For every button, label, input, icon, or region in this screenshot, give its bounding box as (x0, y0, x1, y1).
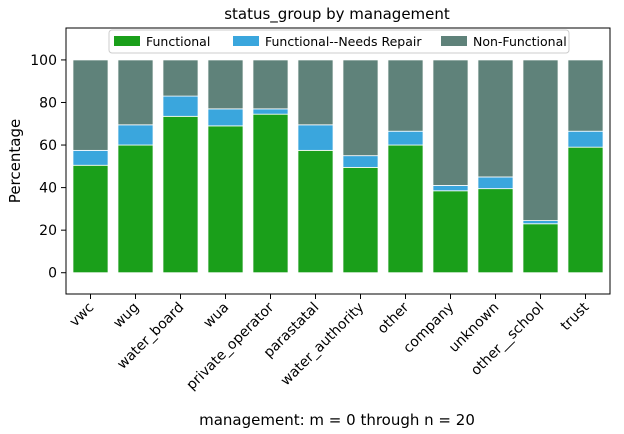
y-tick-label: 40 (39, 181, 57, 197)
bar-needs-repair (117, 124, 154, 146)
bar-needs-repair (252, 108, 289, 115)
bar-non-functional (387, 59, 424, 132)
x-tick-label: trust (558, 299, 593, 334)
bar-functional (387, 144, 424, 274)
legend-swatch (441, 36, 467, 46)
bar-needs-repair (162, 95, 199, 117)
bar-functional (117, 144, 154, 274)
y-axis-label: Percentage (6, 119, 24, 203)
bar-needs-repair (72, 149, 109, 166)
bar-functional (72, 164, 109, 274)
bar-functional (207, 125, 244, 274)
bar-non-functional (252, 59, 289, 110)
legend-swatch (114, 36, 140, 46)
x-tick-label: water_authority (278, 300, 368, 390)
bar-non-functional (162, 59, 199, 97)
plot-area (65, 27, 611, 295)
bar-needs-repair (567, 130, 604, 148)
bar-non-functional (117, 59, 154, 126)
bar-needs-repair (522, 220, 559, 225)
bar-needs-repair (342, 155, 379, 168)
legend-label: Non-Functional (473, 34, 567, 49)
legend-box (108, 29, 570, 54)
bar-needs-repair (432, 185, 469, 192)
bar-needs-repair (297, 124, 334, 151)
bar-functional (342, 166, 379, 274)
bar-functional (297, 149, 334, 274)
bar-functional (252, 113, 289, 274)
bar-non-functional (567, 59, 604, 132)
bar-functional (522, 223, 559, 274)
bar-non-functional (297, 59, 334, 126)
bar-non-functional (522, 59, 559, 221)
x-axis-label: management: m = 0 through n = 20 (199, 411, 475, 429)
bar-functional (432, 190, 469, 274)
legend-label: Functional--Needs Repair (265, 34, 422, 49)
legend-label: Functional (146, 34, 210, 49)
chart-title: status_group by management (224, 5, 450, 24)
y-tick-label: 60 (39, 138, 57, 154)
bars-group (72, 59, 604, 274)
bar-non-functional (432, 59, 469, 186)
y-tick-label: 0 (48, 266, 57, 282)
y-axis: 0 20 40 60 80 100 (30, 53, 66, 282)
x-tick-label: wug (110, 300, 142, 332)
bar-functional (477, 188, 514, 274)
bar-non-functional (342, 59, 379, 157)
bar-needs-repair (477, 176, 514, 190)
y-tick-label: 80 (39, 95, 57, 111)
legend: Functional Functional--Needs Repair Non-Fu… (108, 29, 570, 54)
bar-needs-repair (207, 108, 244, 127)
bar-needs-repair (387, 130, 424, 146)
bar-non-functional (72, 59, 109, 151)
x-tick-label: vwc (67, 300, 98, 331)
bar-non-functional (207, 59, 244, 110)
y-tick-label: 20 (39, 223, 57, 239)
bar-functional (162, 115, 199, 274)
bar-non-functional (477, 59, 514, 178)
x-tick-label: wua (201, 300, 233, 332)
y-tick-label: 100 (30, 53, 57, 69)
legend-swatch (233, 36, 259, 46)
x-tick-label: other (375, 299, 413, 337)
bar-functional (567, 146, 604, 274)
